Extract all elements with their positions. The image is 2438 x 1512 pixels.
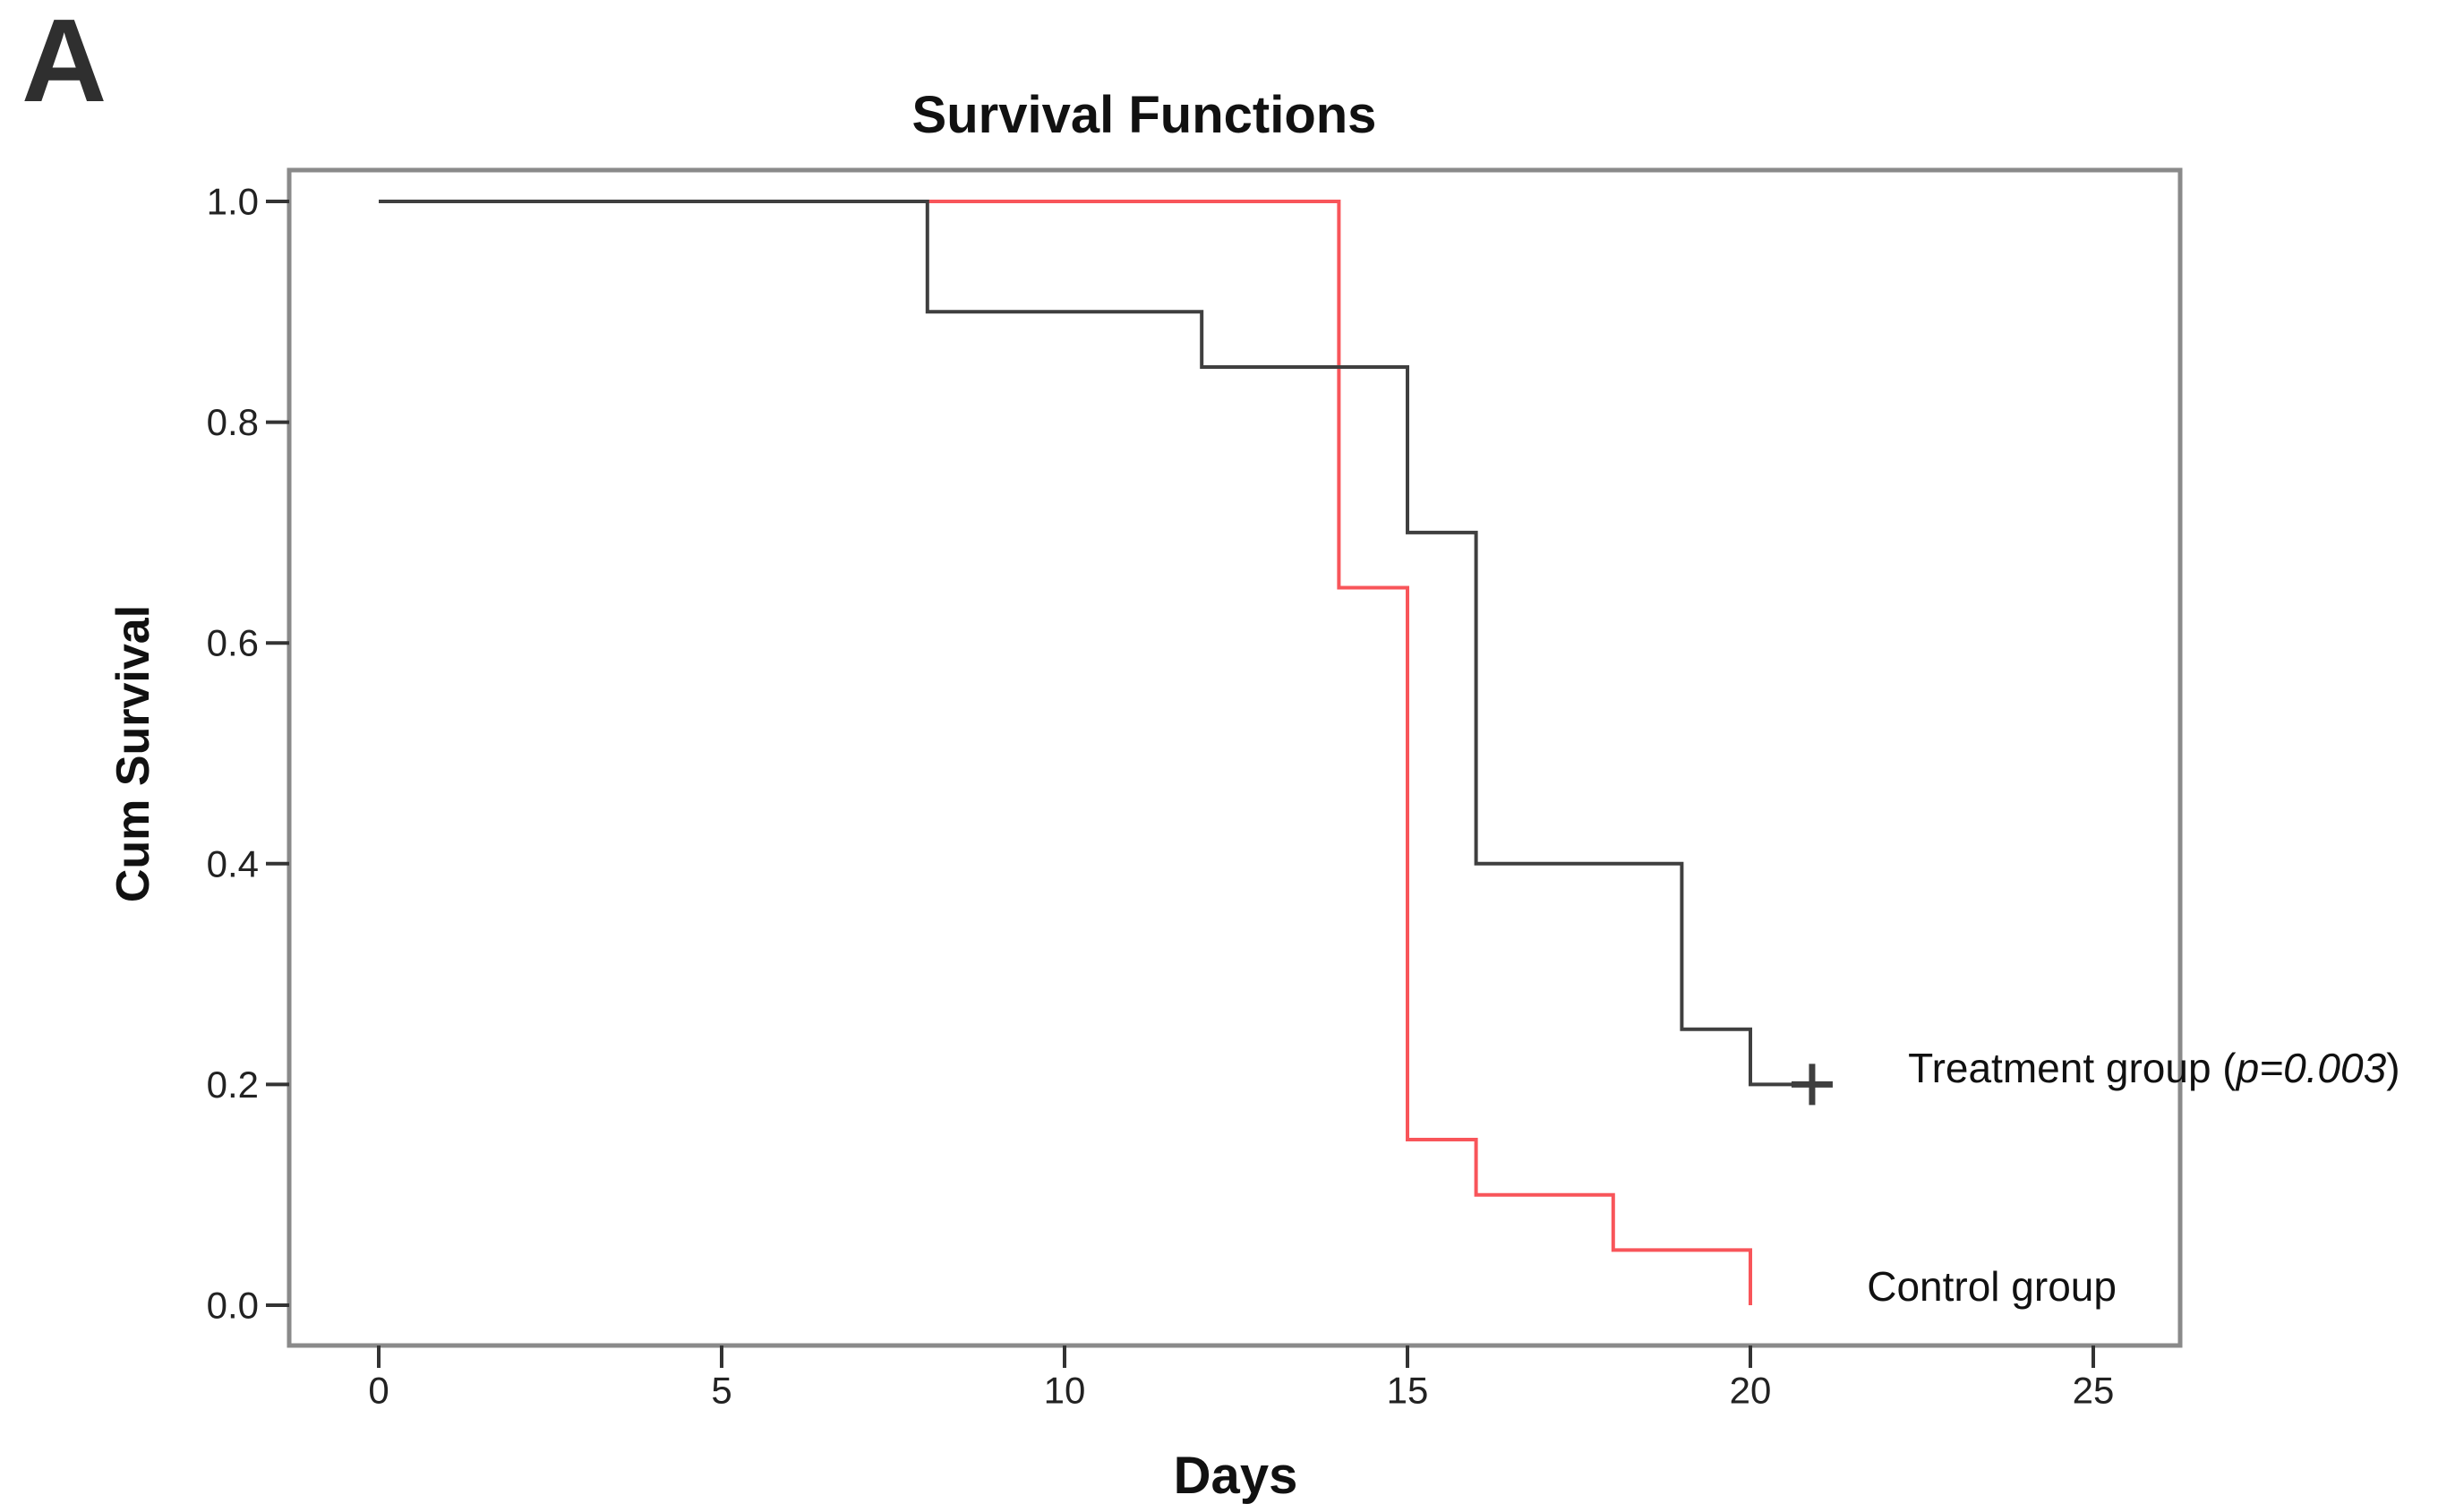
y-tick-label-0.8: 0.8: [207, 401, 259, 443]
x-axis-title: Days: [1174, 1447, 1298, 1505]
x-tick-label-20: 20: [1730, 1370, 1772, 1412]
y-tick-label-0.6: 0.6: [207, 622, 259, 664]
plot-frame: [287, 167, 2183, 1348]
plot-area: 0 5 10 15 20 25 0.0 0.2 0.4 0.6 0.8 1.0 Treatment gr…: [207, 167, 2400, 1412]
x-tick-label-25: 25: [2073, 1370, 2115, 1412]
y-axis-title: Cum Survival: [107, 605, 159, 902]
x-tick-label-0: 0: [368, 1370, 389, 1412]
x-tick-label-10: 10: [1044, 1370, 1086, 1412]
control-curve: [379, 200, 1752, 1305]
y-tick-label-0.4: 0.4: [207, 842, 259, 884]
treatment-annotation: Treatment group (p=0.003): [1908, 1045, 2400, 1091]
y-tick-label-0.2: 0.2: [207, 1064, 259, 1106]
x-tick-label-5: 5: [711, 1370, 731, 1412]
panel-label: A: [21, 0, 107, 126]
treatment-curve: [379, 200, 1812, 1087]
y-tick-label-1.0: 1.0: [207, 181, 259, 223]
y-tick-label-0.0: 0.0: [207, 1285, 259, 1327]
chart-title: Survival Functions: [912, 86, 1377, 144]
x-tick-label-15: 15: [1387, 1370, 1429, 1412]
control-annotation: Control group: [1867, 1263, 2117, 1310]
